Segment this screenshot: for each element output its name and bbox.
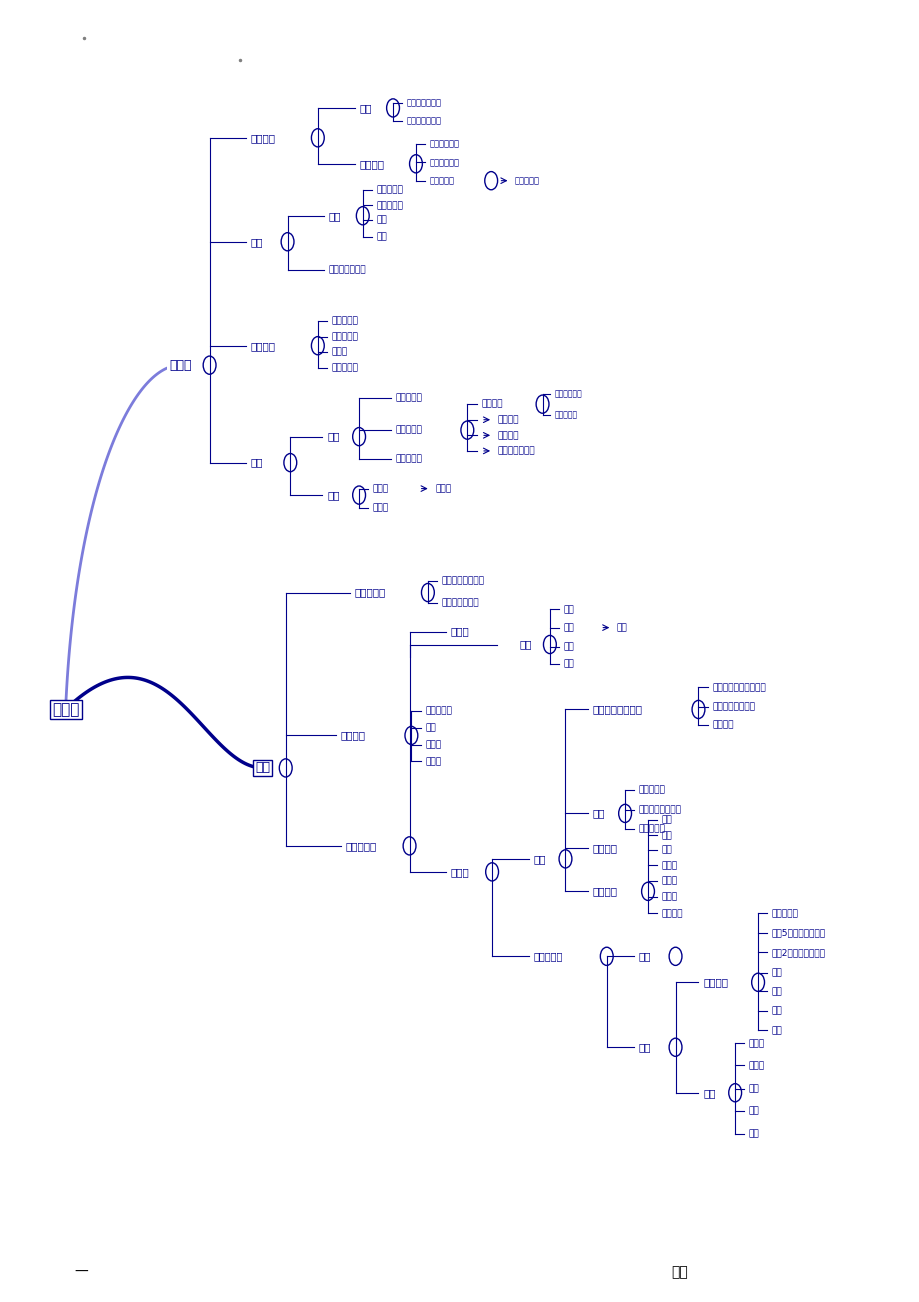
Text: 绝对值: 绝对值 <box>425 740 441 749</box>
Text: 整式的加减: 整式的加减 <box>395 454 422 464</box>
Text: 约分: 约分 <box>661 831 672 840</box>
Text: 素数: 素数 <box>771 987 782 996</box>
Text: 倒数: 倒数 <box>661 845 672 854</box>
Text: 运算法则及性质: 运算法则及性质 <box>441 599 479 608</box>
Text: 二次根式的乘除: 二次根式的乘除 <box>406 98 441 107</box>
Text: 二次根式的加减: 二次根式的加减 <box>406 116 441 125</box>
Text: 假分数: 假分数 <box>661 876 677 885</box>
Text: 同底数幂的乘法: 同底数幂的乘法 <box>497 447 535 456</box>
Text: 除法: 除法 <box>563 605 573 615</box>
Text: 分数与小数的互化: 分数与小数的互化 <box>711 702 754 711</box>
Text: 因式分解: 因式分解 <box>251 341 276 350</box>
Text: 合数: 合数 <box>771 969 782 978</box>
Text: 分式: 分式 <box>251 237 263 247</box>
Text: 基本性质: 基本性质 <box>593 844 618 854</box>
Text: 能被2整除的数的特征: 能被2整除的数的特征 <box>771 948 825 957</box>
Text: 通分: 通分 <box>661 815 672 824</box>
Text: 有关概念: 有关概念 <box>358 159 384 169</box>
Text: 运算: 运算 <box>593 809 605 819</box>
Text: 分数与小数的关系: 分数与小数的关系 <box>593 704 642 715</box>
Text: 循环小数: 循环小数 <box>711 720 733 729</box>
Text: 运算: 运算 <box>519 639 531 650</box>
Text: 有理化因式: 有理化因式 <box>429 176 454 185</box>
Text: 分数: 分数 <box>533 854 545 863</box>
Text: 加法: 加法 <box>563 660 573 668</box>
Text: 相反数: 相反数 <box>425 756 441 766</box>
Text: 公因数: 公因数 <box>748 1061 765 1070</box>
Text: 代数式: 代数式 <box>169 358 191 371</box>
Text: 近似数及近似计算: 近似数及近似计算 <box>441 577 484 586</box>
Text: 提取公因式: 提取公因式 <box>331 363 358 372</box>
Text: 实数的分类: 实数的分类 <box>345 841 376 852</box>
Text: 积的乘方: 积的乘方 <box>497 415 518 424</box>
Text: 分类: 分类 <box>326 490 339 500</box>
Text: 整除: 整除 <box>702 1087 715 1098</box>
Text: 整式: 整式 <box>251 457 263 467</box>
Text: 互素: 互素 <box>748 1085 759 1094</box>
Text: 多项式: 多项式 <box>372 484 389 493</box>
Text: 能被5整除的数的特征: 能被5整除的数的特征 <box>771 928 825 937</box>
Text: 通分: 通分 <box>376 232 387 241</box>
Text: 分数: 分数 <box>638 952 651 961</box>
Text: 分组分解法: 分组分解法 <box>331 316 358 326</box>
Text: 有关概念: 有关概念 <box>702 978 727 987</box>
Text: 减法: 减法 <box>563 643 573 651</box>
Text: 分数的乘法: 分数的乘法 <box>638 824 665 833</box>
Text: 同类二次根式: 同类二次根式 <box>429 139 460 148</box>
Text: 十字相乘法: 十字相乘法 <box>331 332 358 341</box>
Text: 最简分数: 最简分数 <box>661 909 683 918</box>
Text: 约分: 约分 <box>376 215 387 224</box>
Text: 运算: 运算 <box>326 432 339 441</box>
Text: 无理数: 无理数 <box>450 626 469 637</box>
Text: 二次根式: 二次根式 <box>251 133 276 143</box>
Text: 分式的基本性质: 分式的基本性质 <box>328 266 366 275</box>
Text: 倍数: 倍数 <box>748 1107 759 1116</box>
Text: 科学记数法: 科学记数法 <box>425 706 451 715</box>
Text: 带分数: 带分数 <box>661 861 677 870</box>
Text: 最简二次根式: 最简二次根式 <box>429 158 460 167</box>
Text: 分数与除法: 分数与除法 <box>771 909 798 918</box>
Text: 整式的除法: 整式的除法 <box>395 393 422 402</box>
Text: 乘法: 乘法 <box>563 624 573 631</box>
Text: 异分母分数加减法: 异分母分数加减法 <box>638 805 681 814</box>
Text: 乘法公式: 乘法公式 <box>481 400 502 409</box>
Text: 奇数: 奇数 <box>771 1026 782 1035</box>
Text: 乘方: 乘方 <box>616 624 627 631</box>
Text: 优选: 优选 <box>670 1266 687 1279</box>
Text: 运算: 运算 <box>358 103 371 113</box>
Text: 实数的运算: 实数的运算 <box>354 587 385 598</box>
Text: 有关概念: 有关概念 <box>593 887 618 896</box>
Text: 单项式: 单项式 <box>372 504 389 513</box>
Text: 公式法: 公式法 <box>331 348 347 357</box>
Text: 数轴: 数轴 <box>425 723 436 732</box>
Text: 整式的乘法: 整式的乘法 <box>395 426 422 435</box>
Text: 分式的加减: 分式的加减 <box>376 201 403 210</box>
Text: 有理数分类: 有理数分类 <box>533 952 562 961</box>
Text: 运算: 运算 <box>328 211 341 221</box>
Text: 数与式: 数与式 <box>51 702 79 717</box>
Text: 完全平方公式: 完全平方公式 <box>554 389 582 398</box>
Text: 分母有理化: 分母有理化 <box>515 176 539 185</box>
Text: 分数与小数的混合运算: 分数与小数的混合运算 <box>711 682 766 691</box>
Text: 真分数: 真分数 <box>661 892 677 901</box>
Text: 有理数: 有理数 <box>450 867 469 876</box>
Text: 因数: 因数 <box>748 1130 759 1139</box>
Text: —: — <box>74 1266 88 1279</box>
Text: 相关概念: 相关概念 <box>340 730 366 741</box>
Text: 实数: 实数 <box>255 762 270 775</box>
Text: 幂的乘方: 幂的乘方 <box>497 431 518 440</box>
Text: 分数的除法: 分数的除法 <box>638 785 665 794</box>
Text: 平方差公式: 平方差公式 <box>554 410 577 419</box>
Text: 偶数: 偶数 <box>771 1006 782 1016</box>
Text: 分式的乘除: 分式的乘除 <box>376 185 403 194</box>
Text: 公倍数: 公倍数 <box>748 1039 765 1048</box>
Text: 整数: 整数 <box>638 1043 651 1052</box>
Text: 同类项: 同类项 <box>435 484 451 493</box>
